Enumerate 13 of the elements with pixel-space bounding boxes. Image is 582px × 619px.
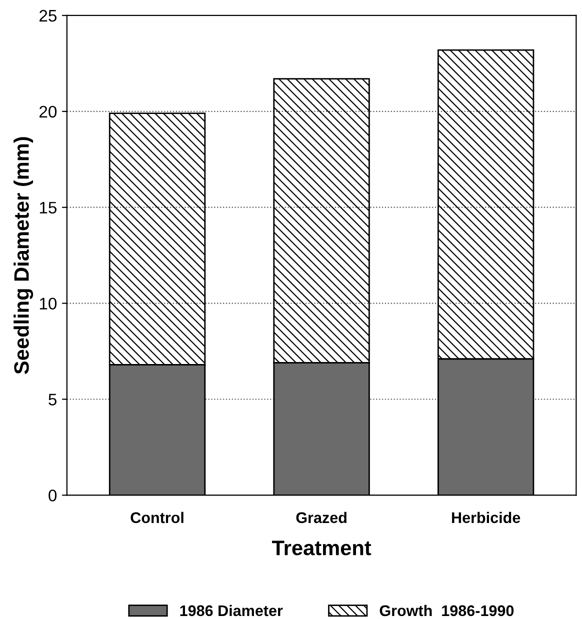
- x-tick-label: Grazed: [296, 512, 346, 524]
- y-tick-label: 25: [40, 10, 57, 22]
- x-tick-label: Control: [130, 512, 184, 524]
- y-tick-label: 15: [40, 202, 57, 214]
- legend-label: 1986 Diameter: [180, 604, 283, 616]
- x-axis-title: Treatment: [272, 540, 372, 556]
- legend-label: Growth 1986-1990: [380, 604, 514, 616]
- y-tick-label: 20: [40, 106, 57, 118]
- y-tick-label: 5: [48, 394, 57, 406]
- y-axis-title: Seedling Diameter (mm): [14, 137, 34, 374]
- x-tick-label: Herbicide: [452, 512, 520, 524]
- y-tick-label: 10: [40, 298, 57, 310]
- y-tick-label: 0: [48, 490, 57, 502]
